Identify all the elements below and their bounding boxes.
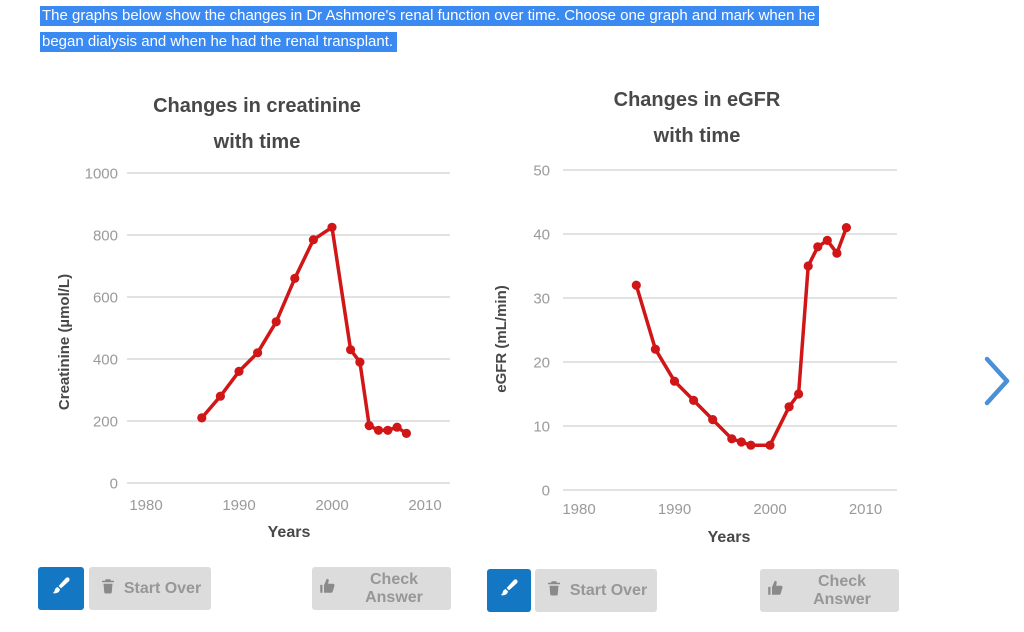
svg-text:40: 40 — [533, 227, 550, 244]
svg-text:2010: 2010 — [849, 501, 882, 518]
svg-text:800: 800 — [93, 228, 118, 245]
start-over-button-egfr[interactable]: Start Over — [535, 569, 657, 612]
check-answer-label: Check Answer — [813, 572, 871, 608]
svg-text:eGFR (mL/min): eGFR (mL/min) — [493, 285, 510, 393]
svg-text:10: 10 — [533, 419, 550, 436]
svg-text:50: 50 — [533, 163, 550, 180]
svg-text:Years: Years — [708, 529, 751, 546]
check-answer-button-creatinine[interactable]: Check Answer — [312, 567, 451, 610]
next-button[interactable] — [978, 350, 1022, 414]
svg-text:600: 600 — [93, 290, 118, 307]
egfr-chart-panel: 0 10 20 30 40 50 1980 1990 2000 2010 Changes in eG… — [482, 78, 922, 568]
svg-text:Changes in eGFR: Changes in eGFR — [614, 89, 781, 111]
svg-text:with time: with time — [213, 131, 301, 153]
instruction-text: The graphs below show the changes in Dr … — [40, 3, 910, 55]
svg-text:1000: 1000 — [85, 166, 118, 183]
chevron-right-icon — [978, 356, 1022, 417]
thumbs-up-icon — [766, 579, 784, 602]
svg-text:0: 0 — [542, 483, 550, 500]
check-answer-button-egfr[interactable]: Check Answer — [760, 569, 899, 612]
egfr-chart[interactable]: 0 10 20 30 40 50 1980 1990 2000 2010 Changes in eG… — [482, 78, 922, 563]
svg-text:Creatinine (µmol/L): Creatinine (µmol/L) — [56, 274, 73, 410]
svg-text:2010: 2010 — [408, 497, 441, 514]
svg-text:Changes in creatinine: Changes in creatinine — [153, 95, 361, 117]
paintbrush-icon — [50, 575, 72, 602]
svg-text:2000: 2000 — [753, 501, 786, 518]
start-over-label: Start Over — [569, 581, 648, 599]
trash-icon — [545, 579, 563, 602]
svg-text:200: 200 — [93, 414, 118, 431]
creatinine-chart[interactable]: 0 200 400 600 800 1000 1980 1990 2000 2010 Changes… — [30, 78, 470, 563]
start-over-label: Start Over — [123, 579, 202, 597]
draw-tool-button-egfr[interactable] — [487, 569, 531, 612]
svg-text:400: 400 — [93, 352, 118, 369]
svg-text:1980: 1980 — [562, 501, 595, 518]
instruction-line-1: The graphs below show the changes in Dr … — [40, 6, 820, 26]
svg-text:1990: 1990 — [658, 501, 691, 518]
svg-text:0: 0 — [110, 476, 118, 493]
svg-text:2000: 2000 — [315, 497, 348, 514]
draw-tool-button-creatinine[interactable] — [38, 567, 84, 610]
svg-text:1990: 1990 — [222, 497, 255, 514]
svg-text:with time: with time — [653, 125, 741, 147]
svg-text:Years: Years — [268, 524, 311, 541]
thumbs-up-icon — [318, 577, 336, 600]
check-answer-label: Check Answer — [365, 570, 423, 606]
trash-icon — [99, 577, 117, 600]
svg-text:1980: 1980 — [129, 497, 162, 514]
creatinine-chart-panel: 0 200 400 600 800 1000 1980 1990 2000 2010 Changes… — [30, 78, 470, 568]
svg-text:30: 30 — [533, 291, 550, 308]
instruction-line-2: began dialysis and when he had the renal… — [40, 32, 398, 52]
paintbrush-icon — [498, 577, 520, 604]
start-over-button-creatinine[interactable]: Start Over — [89, 567, 211, 610]
svg-text:20: 20 — [533, 355, 550, 372]
